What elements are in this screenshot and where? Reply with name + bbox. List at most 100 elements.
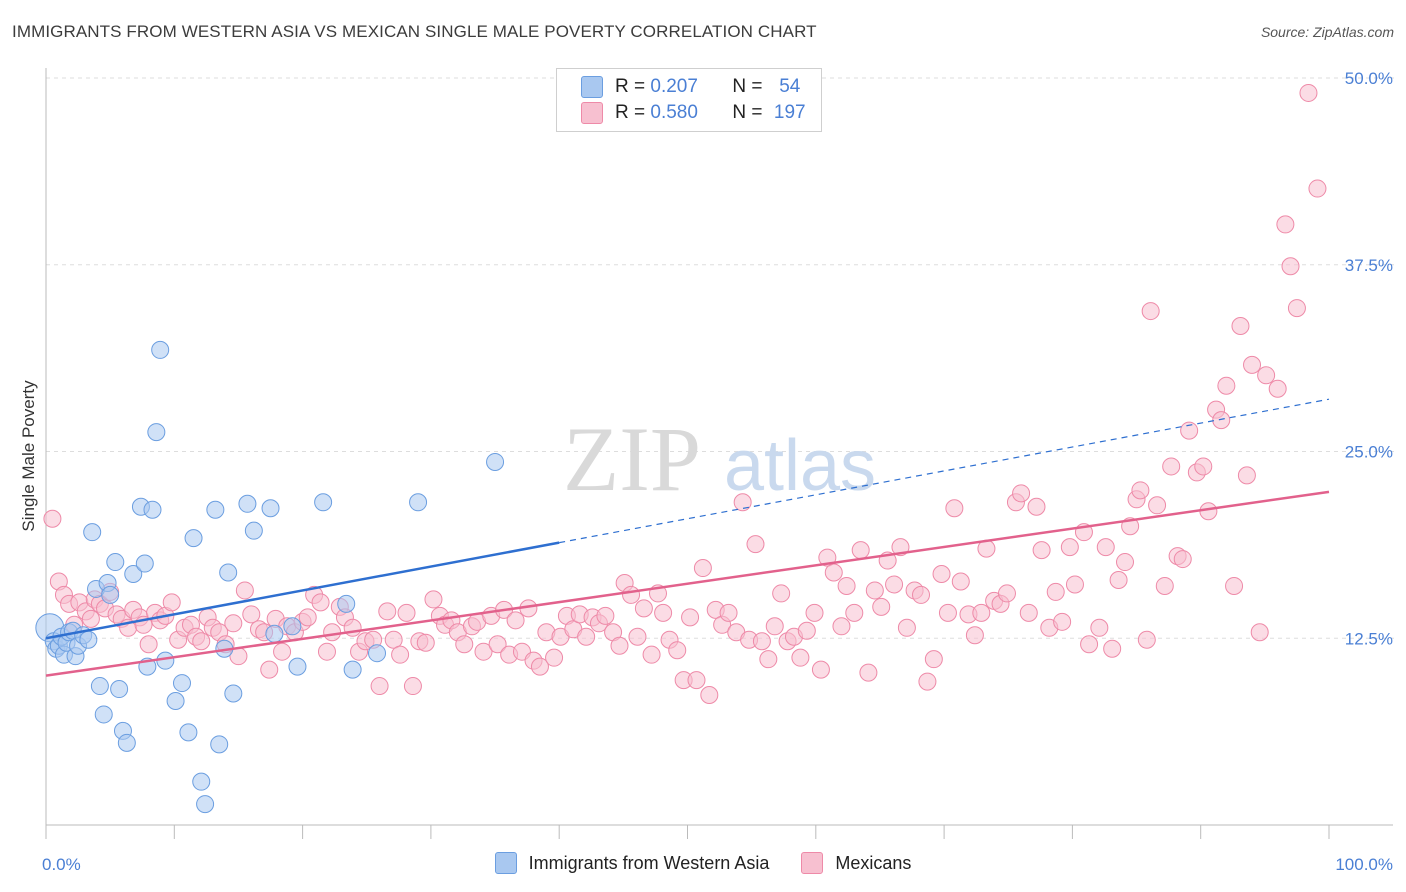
legend-item-western-asia: Immigrants from Western Asia [494,852,769,874]
y-tick-labels: 12.5% 25.0% 37.5% 50.0% [1345,69,1393,648]
western-asia-point-34 [184,529,203,548]
western-asia-point-40 [219,563,238,582]
n-label: N = [732,102,763,123]
mexicans-point-109 [719,603,738,622]
western-asia-point-28 [147,423,166,442]
mexicans-point-190 [1250,623,1269,642]
mexicans-point-18 [139,635,158,654]
x-tick-labels: 0.0% 100.0% [42,855,1393,874]
mexicans-point-154 [1019,603,1038,622]
mexicans-point-58 [391,645,410,664]
mexicans-point-158 [1046,582,1065,601]
western-asia-point-44 [261,499,280,518]
mexicans-point-80 [530,657,549,676]
mexicans-point-76 [506,611,525,630]
mexicans-point-55 [370,677,389,696]
mexicans-point-101 [668,641,687,660]
mexicans-point-174 [1148,496,1167,515]
y-tick-label-0: 12.5% [1345,629,1393,648]
stats-row-mexicans: R = 0.580 N = 197 [581,101,812,125]
western-asia-point-15 [90,677,109,696]
mexicans-point-128 [845,603,864,622]
western-asia-point-48 [314,493,333,512]
r-value: 0.580 [650,102,698,123]
mexicans-point-113 [746,535,765,554]
western-asia-point-29 [151,340,170,359]
r-value: 0.207 [650,76,698,97]
x-tick-label-0: 0.0% [42,855,81,874]
mexicans-point-195 [1287,299,1306,318]
western-asia-point-47 [288,657,307,676]
mexicans-trend [45,490,1330,677]
mexicans-point-179 [1180,421,1199,440]
mexicans-point-62 [416,633,435,652]
source-label: Source: ZipAtlas.com [1260,24,1394,40]
western-asia-point-20 [110,680,129,699]
series-legend: Immigrants from Western Asia Mexicans [0,852,1406,874]
mexicans-point-82 [545,648,564,667]
western-asia-point-12 [79,630,98,649]
western-asia-point-25 [135,554,154,573]
western-asia-point-50 [343,660,362,679]
mexicans-point-138 [912,585,931,604]
western-asia-swatch [581,76,603,98]
western-asia-point-16 [94,705,113,724]
western-asia-point-36 [196,795,215,814]
mexicans-point-40 [273,642,292,661]
stats-legend: R = 0.207 N = 54 R = 0.580 N = 197 [556,68,822,132]
mexicans-point-175 [1155,576,1174,595]
western-asia-point-31 [166,691,185,710]
n-value: 197 [773,102,806,123]
mexicans-point-120 [791,648,810,667]
mexicans-point-146 [965,626,984,645]
mexicans-point-97 [642,645,661,664]
mexicans-point-32 [224,614,243,633]
mexicans-point-111 [733,493,752,512]
mexicans-point-147 [972,603,991,622]
mexicans-point-35 [242,605,261,624]
mexicans-point-164 [1090,618,1109,637]
western-asia-point-46 [283,617,302,636]
mexicans-point-167 [1109,570,1128,589]
mexicans-point-44 [298,608,317,627]
western-asia-swatch [494,852,517,874]
mexicans-point-73 [488,635,507,654]
western-asia-point-43 [244,521,263,540]
mexicans-point-144 [951,572,970,591]
mexicans-point-182 [1199,502,1218,521]
mexicans-point-96 [634,599,653,618]
mexicans-point-166 [1103,639,1122,658]
mexicans-point-173 [1141,302,1160,321]
chart-title: IMMIGRANTS FROM WESTERN ASIA VS MEXICAN … [12,22,817,41]
western-asia-point-41 [224,684,243,703]
watermark-atlas: atlas [724,426,876,506]
mexicans-point-34 [235,581,254,600]
western-asia-point-18 [101,585,120,604]
r-label: R = [615,102,646,123]
mexicans-point-48 [323,623,342,642]
mexicans-point-0 [43,509,62,528]
mexicans-point-185 [1217,376,1236,395]
mexicans-point-163 [1080,635,1099,654]
western-asia-point-30 [156,651,175,670]
mexicans-point-155 [1027,497,1046,516]
mexicans-point-186 [1225,576,1244,595]
mexicans-point-103 [681,608,700,627]
mexicans-point-47 [317,642,336,661]
western-asia-point-45 [265,624,284,643]
mexicans-point-121 [797,621,816,640]
western-asia-point-19 [106,553,125,572]
grid-lines [46,77,1394,639]
western-asia-trend-dashed [559,398,1330,544]
mexicans-point-105 [693,559,712,578]
mexicans-point-194 [1281,257,1300,276]
n-label: N = [732,76,763,97]
mexicans-point-99 [654,603,673,622]
mexicans-point-134 [885,575,904,594]
mexicans-point-181 [1194,457,1213,476]
mexicans-point-191 [1257,366,1276,385]
western-asia-point-37 [206,500,225,519]
mexicans-point-60 [403,677,422,696]
x-tick-label-1: 100.0% [1335,855,1393,874]
